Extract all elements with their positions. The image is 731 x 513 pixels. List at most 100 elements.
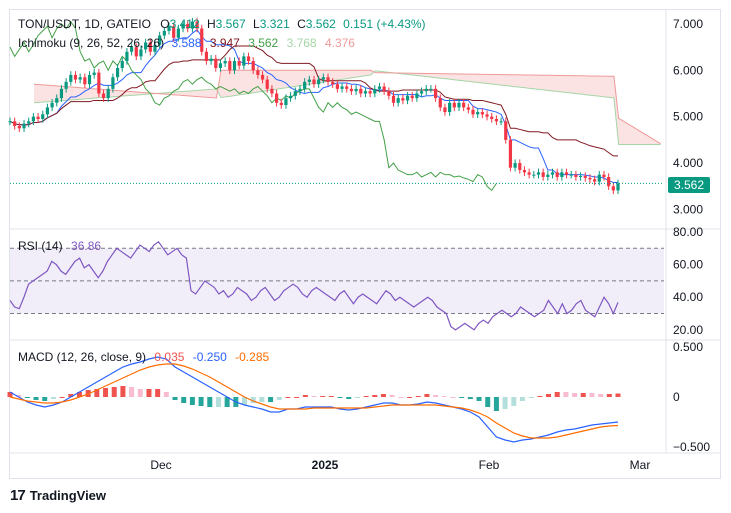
macd-histogram-bar bbox=[302, 395, 308, 397]
macd-histogram-bar bbox=[259, 397, 265, 402]
macd-histogram-bar bbox=[68, 394, 74, 397]
candle bbox=[148, 42, 152, 52]
candle bbox=[31, 116, 35, 122]
candle bbox=[256, 70, 260, 75]
macd-histogram-bar bbox=[354, 397, 360, 398]
rsi-label: RSI (14) bbox=[18, 239, 63, 253]
candle bbox=[298, 88, 302, 92]
candle bbox=[69, 74, 73, 82]
rsi-axis-tick: 80.00 bbox=[673, 225, 703, 239]
tradingview-brand[interactable]: 17 TradingView bbox=[10, 487, 106, 504]
macd-histogram-bar bbox=[407, 397, 413, 398]
candle bbox=[340, 86, 344, 89]
candle bbox=[106, 88, 110, 99]
macd-histogram-bar bbox=[572, 393, 578, 397]
candle bbox=[144, 42, 148, 50]
rsi-axis-tick: 60.00 bbox=[673, 258, 703, 272]
candle bbox=[377, 86, 382, 89]
rsi-legend[interactable]: RSI (14) 36.86 bbox=[18, 239, 101, 253]
candle bbox=[602, 174, 606, 177]
macd-histogram-bar bbox=[172, 397, 178, 400]
macd-label: MACD (12, 26, close, 9) bbox=[18, 350, 147, 364]
macd-histogram-bar bbox=[389, 395, 395, 397]
macd-histogram-bar bbox=[163, 392, 169, 397]
candle bbox=[396, 98, 400, 103]
candle bbox=[251, 61, 255, 71]
candle bbox=[270, 88, 274, 94]
candle bbox=[260, 74, 265, 80]
change-value: 0.151 (+4.43%) bbox=[343, 17, 426, 31]
candle bbox=[532, 174, 536, 176]
macd-histogram-bar bbox=[476, 397, 482, 401]
ichimoku-legend[interactable]: Ichimoku (9, 26, 52, 26, 26) 3.588 3.947… bbox=[18, 36, 355, 50]
macd-histogram-bar bbox=[372, 395, 378, 397]
candle bbox=[307, 79, 311, 82]
candle bbox=[522, 170, 527, 173]
candle bbox=[373, 88, 377, 94]
candle bbox=[415, 93, 419, 99]
candle bbox=[452, 102, 456, 108]
macd-histogram-value: 0.035 bbox=[154, 350, 185, 364]
candle bbox=[17, 125, 21, 129]
candle bbox=[209, 58, 213, 62]
rsi-axis-tick: 20.00 bbox=[673, 323, 703, 337]
macd-histogram-bar bbox=[433, 395, 439, 397]
candle bbox=[228, 61, 232, 71]
candle bbox=[279, 102, 283, 106]
candle bbox=[232, 61, 237, 71]
candle bbox=[317, 79, 321, 85]
macd-histogram-bar bbox=[76, 392, 82, 397]
candle bbox=[564, 172, 569, 175]
macd-histogram-bar bbox=[24, 397, 30, 398]
candle bbox=[27, 121, 31, 124]
candle bbox=[583, 176, 587, 178]
candle bbox=[410, 95, 414, 99]
senkou-b-line bbox=[33, 69, 661, 145]
price-axis-tick: 3.000 bbox=[673, 202, 703, 216]
macd-signal-line bbox=[9, 363, 619, 439]
candle bbox=[419, 91, 424, 94]
candle bbox=[167, 26, 171, 31]
macd-histogram-bar bbox=[485, 397, 491, 407]
candle bbox=[303, 81, 307, 89]
candle bbox=[87, 74, 92, 85]
candle bbox=[200, 28, 204, 52]
candle bbox=[462, 102, 466, 108]
low-label: L bbox=[253, 17, 260, 31]
ichimoku-senkou-b-value: 4.376 bbox=[324, 36, 355, 50]
candle bbox=[326, 77, 330, 82]
candle bbox=[471, 109, 475, 115]
candle bbox=[345, 86, 349, 89]
candle bbox=[242, 56, 246, 66]
macd-histogram-bar bbox=[606, 394, 612, 397]
macd-histogram-bar bbox=[268, 397, 274, 402]
candle bbox=[45, 107, 50, 115]
last-price-badge: 3.562 bbox=[668, 177, 710, 193]
time-axis-tick: Dec bbox=[150, 458, 171, 472]
macd-histogram-bar bbox=[42, 397, 48, 401]
macd-legend[interactable]: MACD (12, 26, close, 9) 0.035 -0.250 -0.… bbox=[18, 350, 269, 364]
candle bbox=[274, 93, 279, 103]
candle bbox=[490, 116, 494, 119]
candle bbox=[527, 172, 531, 175]
candle bbox=[569, 174, 573, 176]
price-axis-tick: 6.000 bbox=[673, 63, 703, 77]
time-axis-tick: Mar bbox=[630, 458, 651, 472]
candle bbox=[78, 77, 82, 80]
candle bbox=[424, 88, 428, 92]
candle bbox=[22, 123, 26, 129]
candle bbox=[115, 67, 120, 78]
macd-line bbox=[9, 356, 619, 443]
macd-signal-value: -0.285 bbox=[235, 350, 270, 364]
candle bbox=[73, 74, 78, 80]
macd-histogram-bar bbox=[129, 387, 135, 397]
candle bbox=[293, 91, 297, 96]
ichimoku-chikou-value: 3.562 bbox=[248, 36, 279, 50]
macd-histogram-bar bbox=[146, 389, 152, 397]
macd-histogram-bar bbox=[328, 396, 334, 397]
candle bbox=[176, 28, 180, 38]
macd-histogram-bar bbox=[7, 392, 13, 397]
chikou-line bbox=[9, 20, 497, 192]
candle bbox=[363, 91, 368, 94]
